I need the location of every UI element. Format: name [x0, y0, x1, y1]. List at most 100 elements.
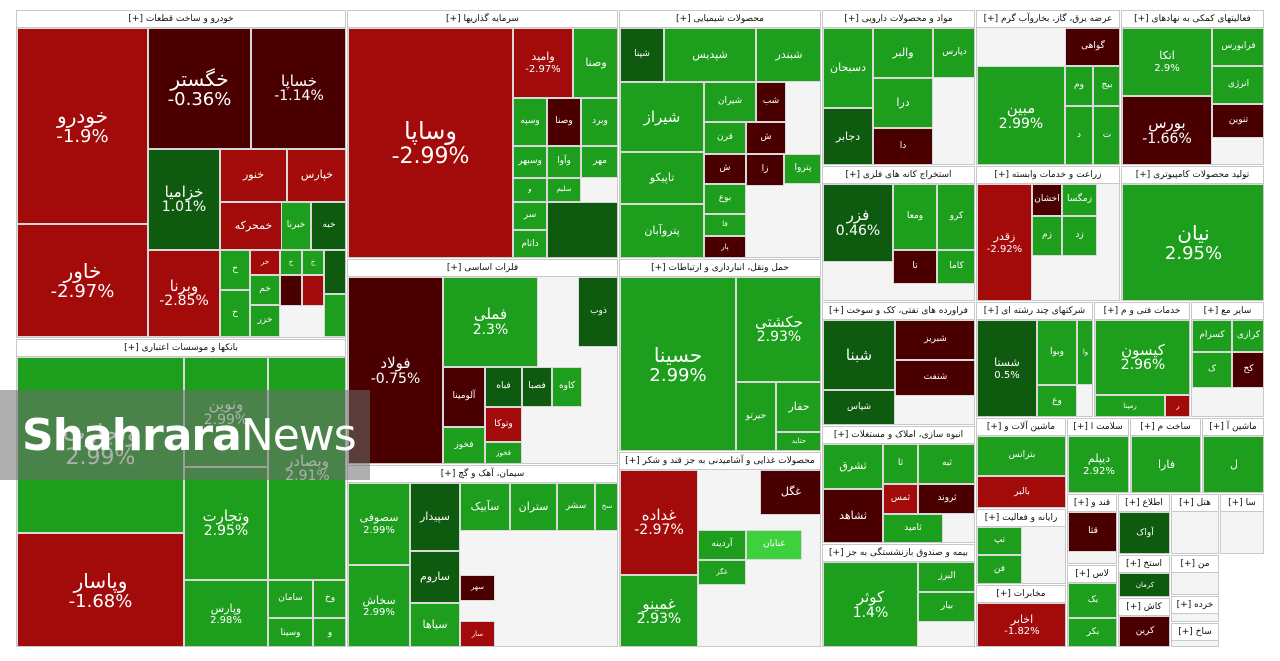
- stock-tile[interactable]: خودرو -1.9%: [17, 28, 148, 224]
- stock-tile[interactable]: تا: [893, 250, 937, 284]
- stock-tile[interactable]: سصوفی 2.99%: [348, 483, 410, 565]
- stock-tile[interactable]: شپاس: [823, 390, 895, 424]
- stock-tile[interactable]: [302, 275, 324, 306]
- sector-header[interactable]: من [+]: [1172, 556, 1218, 573]
- stock-tile[interactable]: پتروا: [784, 154, 820, 184]
- stock-tile[interactable]: کرو: [937, 184, 974, 250]
- sector-header[interactable]: ساخت م [+]: [1131, 419, 1200, 436]
- stock-tile[interactable]: اخابر -1.82%: [977, 603, 1065, 646]
- stock-tile[interactable]: دیپلم 2.92%: [1068, 436, 1128, 492]
- stock-tile[interactable]: فخوز: [443, 427, 485, 463]
- sector-4[interactable]: مواد و محصولات دارویی [+] دپارس والبر دسبحا…: [822, 10, 975, 165]
- stock-tile[interactable]: آواک: [1119, 512, 1169, 553]
- stock-tile[interactable]: وصنا: [547, 98, 581, 146]
- sector-25[interactable]: اطلاع [+] آواک: [1118, 494, 1170, 554]
- stock-tile[interactable]: سار: [460, 621, 495, 646]
- stock-tile[interactable]: شستا 0.5%: [977, 320, 1037, 416]
- stock-tile[interactable]: فخوز: [485, 442, 522, 463]
- stock-tile[interactable]: ر: [1165, 395, 1189, 416]
- stock-tile[interactable]: وم: [1065, 66, 1093, 106]
- sector-header[interactable]: خدمات فنی و م [+]: [1095, 303, 1189, 320]
- stock-tile[interactable]: دا: [873, 128, 933, 164]
- stock-tile[interactable]: وخ: [313, 580, 345, 618]
- stock-tile[interactable]: حسینا 2.99%: [620, 277, 736, 450]
- sector-27[interactable]: سا [+]: [1220, 494, 1264, 554]
- sector-header[interactable]: شرکتهای چند رشته ای [+]: [977, 303, 1092, 320]
- stock-tile[interactable]: حیرتو: [736, 382, 776, 450]
- stock-tile[interactable]: فن: [977, 555, 1022, 583]
- stock-tile[interactable]: بالبر: [977, 476, 1065, 507]
- stock-tile[interactable]: غنابان: [746, 530, 802, 560]
- sector-12[interactable]: زراعت و خدمات وابسته [+] زقدر -2.92% اخشان ز…: [976, 166, 1120, 301]
- stock-tile[interactable]: البرز: [918, 562, 974, 592]
- stock-tile[interactable]: و: [513, 178, 547, 202]
- stock-tile[interactable]: کرین: [1119, 616, 1169, 646]
- stock-tile[interactable]: کسرام: [1192, 320, 1232, 352]
- sector-18[interactable]: انبوه سازی، املاک و مستغلات [+] ثشرق ثبه ثا…: [822, 426, 975, 543]
- sector-11[interactable]: استخراج کانه های فلزی [+] فزر 0.46% ومعا کرو…: [822, 166, 975, 301]
- stock-tile[interactable]: دپارس: [933, 28, 974, 78]
- stock-tile[interactable]: خگستر -0.36%: [148, 28, 251, 149]
- stock-tile[interactable]: ت: [1093, 106, 1119, 164]
- stock-tile[interactable]: وبرنا -2.85%: [148, 250, 220, 337]
- stock-tile[interactable]: شنفت: [895, 360, 974, 396]
- stock-tile[interactable]: غگل: [760, 470, 820, 515]
- sector-19[interactable]: ماشین آلات و [+] بترانس بالبر: [976, 418, 1066, 508]
- stock-tile[interactable]: خنور: [220, 149, 287, 202]
- stock-tile[interactable]: سخ: [595, 483, 617, 531]
- stock-tile[interactable]: فارا: [1131, 436, 1200, 492]
- stock-tile[interactable]: گواهی: [1065, 28, 1119, 66]
- stock-tile[interactable]: قرن: [704, 122, 746, 154]
- stock-tile[interactable]: وا: [1077, 320, 1092, 385]
- stock-tile[interactable]: خ: [220, 290, 250, 337]
- stock-tile[interactable]: اخشان: [1032, 184, 1062, 216]
- stock-tile[interactable]: بورس -1.66%: [1122, 96, 1212, 164]
- stock-tile[interactable]: د: [1065, 106, 1093, 164]
- sector-header[interactable]: قند و [+]: [1068, 495, 1116, 512]
- stock-tile[interactable]: پتروآبان: [620, 204, 704, 257]
- stock-tile[interactable]: زم: [1032, 216, 1062, 256]
- stock-tile[interactable]: سامان: [268, 580, 313, 618]
- sector-header[interactable]: ساخ [+]: [1172, 624, 1218, 641]
- stock-tile[interactable]: کیسون 2.96%: [1095, 320, 1189, 395]
- stock-tile[interactable]: ثا: [883, 444, 918, 484]
- stock-tile[interactable]: وسپه: [513, 98, 547, 146]
- stock-tile[interactable]: [324, 250, 345, 294]
- stock-tile[interactable]: فرابورس: [1212, 28, 1263, 66]
- stock-tile[interactable]: [324, 294, 345, 337]
- sector-header[interactable]: رایانه و فعالیت [+]: [977, 510, 1065, 527]
- stock-tile[interactable]: فملی 2.3%: [443, 277, 538, 367]
- stock-tile[interactable]: داتام: [513, 230, 547, 257]
- stock-tile[interactable]: قثا: [1068, 512, 1116, 552]
- stock-tile[interactable]: مبین 2.99%: [977, 66, 1065, 164]
- sector-29[interactable]: مخابرات [+] اخابر -1.82%: [976, 585, 1066, 647]
- sector-header[interactable]: فلزات اساسی [+]: [348, 260, 617, 277]
- stock-tile[interactable]: سلیم: [547, 178, 581, 202]
- sector-20[interactable]: سلامت ا [+] دیپلم 2.92%: [1067, 418, 1129, 493]
- stock-tile[interactable]: تاپیکو: [620, 152, 704, 204]
- stock-tile[interactable]: ثروند: [918, 484, 974, 514]
- stock-tile[interactable]: وسینا: [268, 618, 313, 646]
- stock-tile[interactable]: شپنا: [620, 28, 664, 82]
- sector-header[interactable]: کاش [+]: [1119, 599, 1169, 616]
- stock-tile[interactable]: وآوا: [547, 146, 581, 178]
- stock-tile[interactable]: شبنا: [823, 320, 895, 390]
- stock-tile[interactable]: سر: [513, 202, 547, 230]
- stock-tile[interactable]: ثبه: [918, 444, 974, 484]
- stock-tile[interactable]: وبرد: [581, 98, 617, 146]
- sector-header[interactable]: اطلاع [+]: [1119, 495, 1169, 512]
- stock-tile[interactable]: خم: [250, 275, 280, 305]
- stock-tile[interactable]: کرازی: [1232, 320, 1263, 352]
- stock-tile[interactable]: کخ: [1232, 352, 1263, 388]
- stock-tile[interactable]: فصبا: [522, 367, 552, 407]
- stock-tile[interactable]: حفار: [776, 382, 820, 432]
- sector-header[interactable]: بیمه و صندوق بازنشستگی به جز [+]: [823, 545, 974, 562]
- stock-tile[interactable]: [280, 275, 302, 306]
- stock-tile[interactable]: سخاش 2.99%: [348, 565, 410, 646]
- sector-23[interactable]: رایانه و فعالیت [+] تپ فن: [976, 509, 1066, 584]
- stock-tile[interactable]: وصنا: [573, 28, 617, 98]
- sector-header[interactable]: استخ [+]: [1119, 556, 1169, 573]
- stock-tile[interactable]: والبر: [873, 28, 933, 78]
- stock-tile[interactable]: ثمس: [883, 484, 918, 514]
- sector-3[interactable]: محصولات شیمیایی [+] شپنا شپدیس شبندر شیراز شی…: [619, 10, 821, 258]
